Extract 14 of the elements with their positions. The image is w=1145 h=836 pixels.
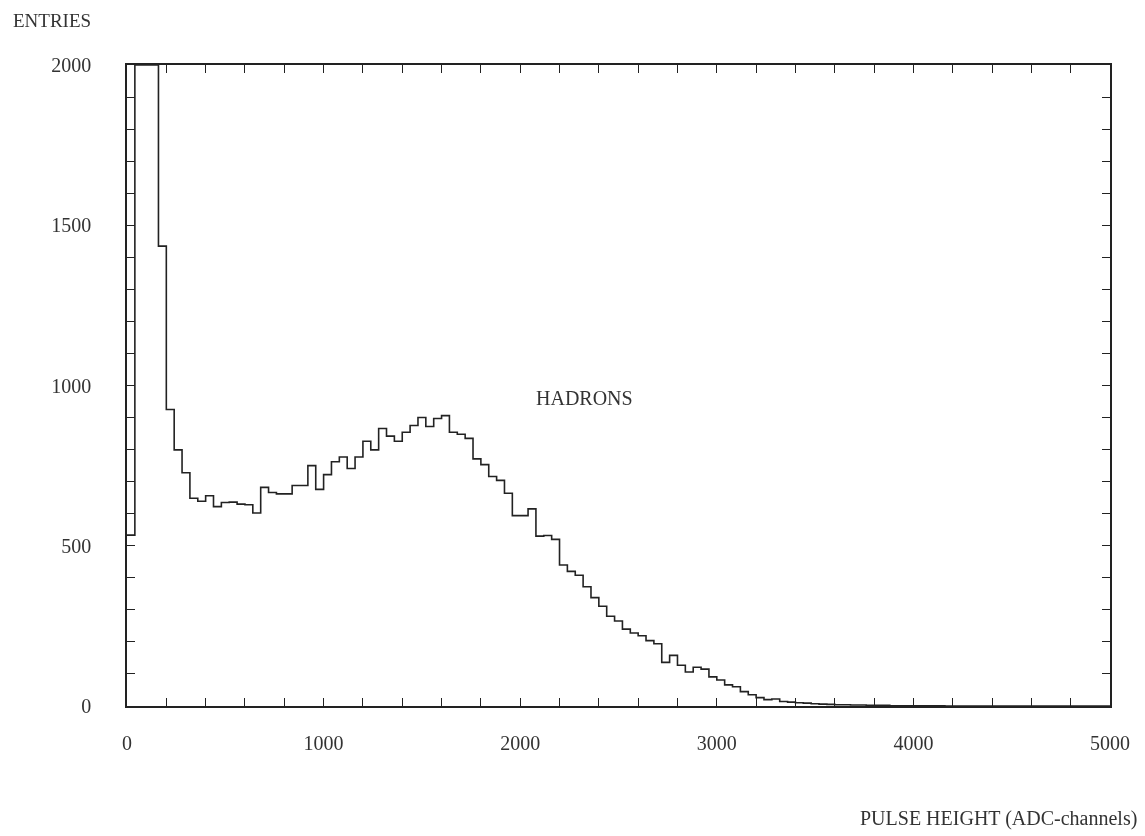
y-tick-label: 1500 [51,214,92,237]
x-tick-label: 5000 [1090,731,1130,754]
x-tick-label: 1000 [303,731,344,754]
x-tick-label: 3000 [696,731,737,754]
x-tick-label: 2000 [500,731,541,754]
y-axis-title: ENTRIES [13,10,92,31]
x-tick-label: 4000 [893,731,934,754]
y-tick-label: 1000 [51,374,92,397]
x-tick-label: 0 [122,731,132,754]
x-axis-title: PULSE HEIGHT (ADC-channels) [860,807,1138,830]
annotation: HADRONS [536,387,633,409]
y-tick-label: 0 [81,695,92,717]
y-tick-label: 2000 [51,54,92,76]
y-tick-label: 500 [61,534,92,557]
